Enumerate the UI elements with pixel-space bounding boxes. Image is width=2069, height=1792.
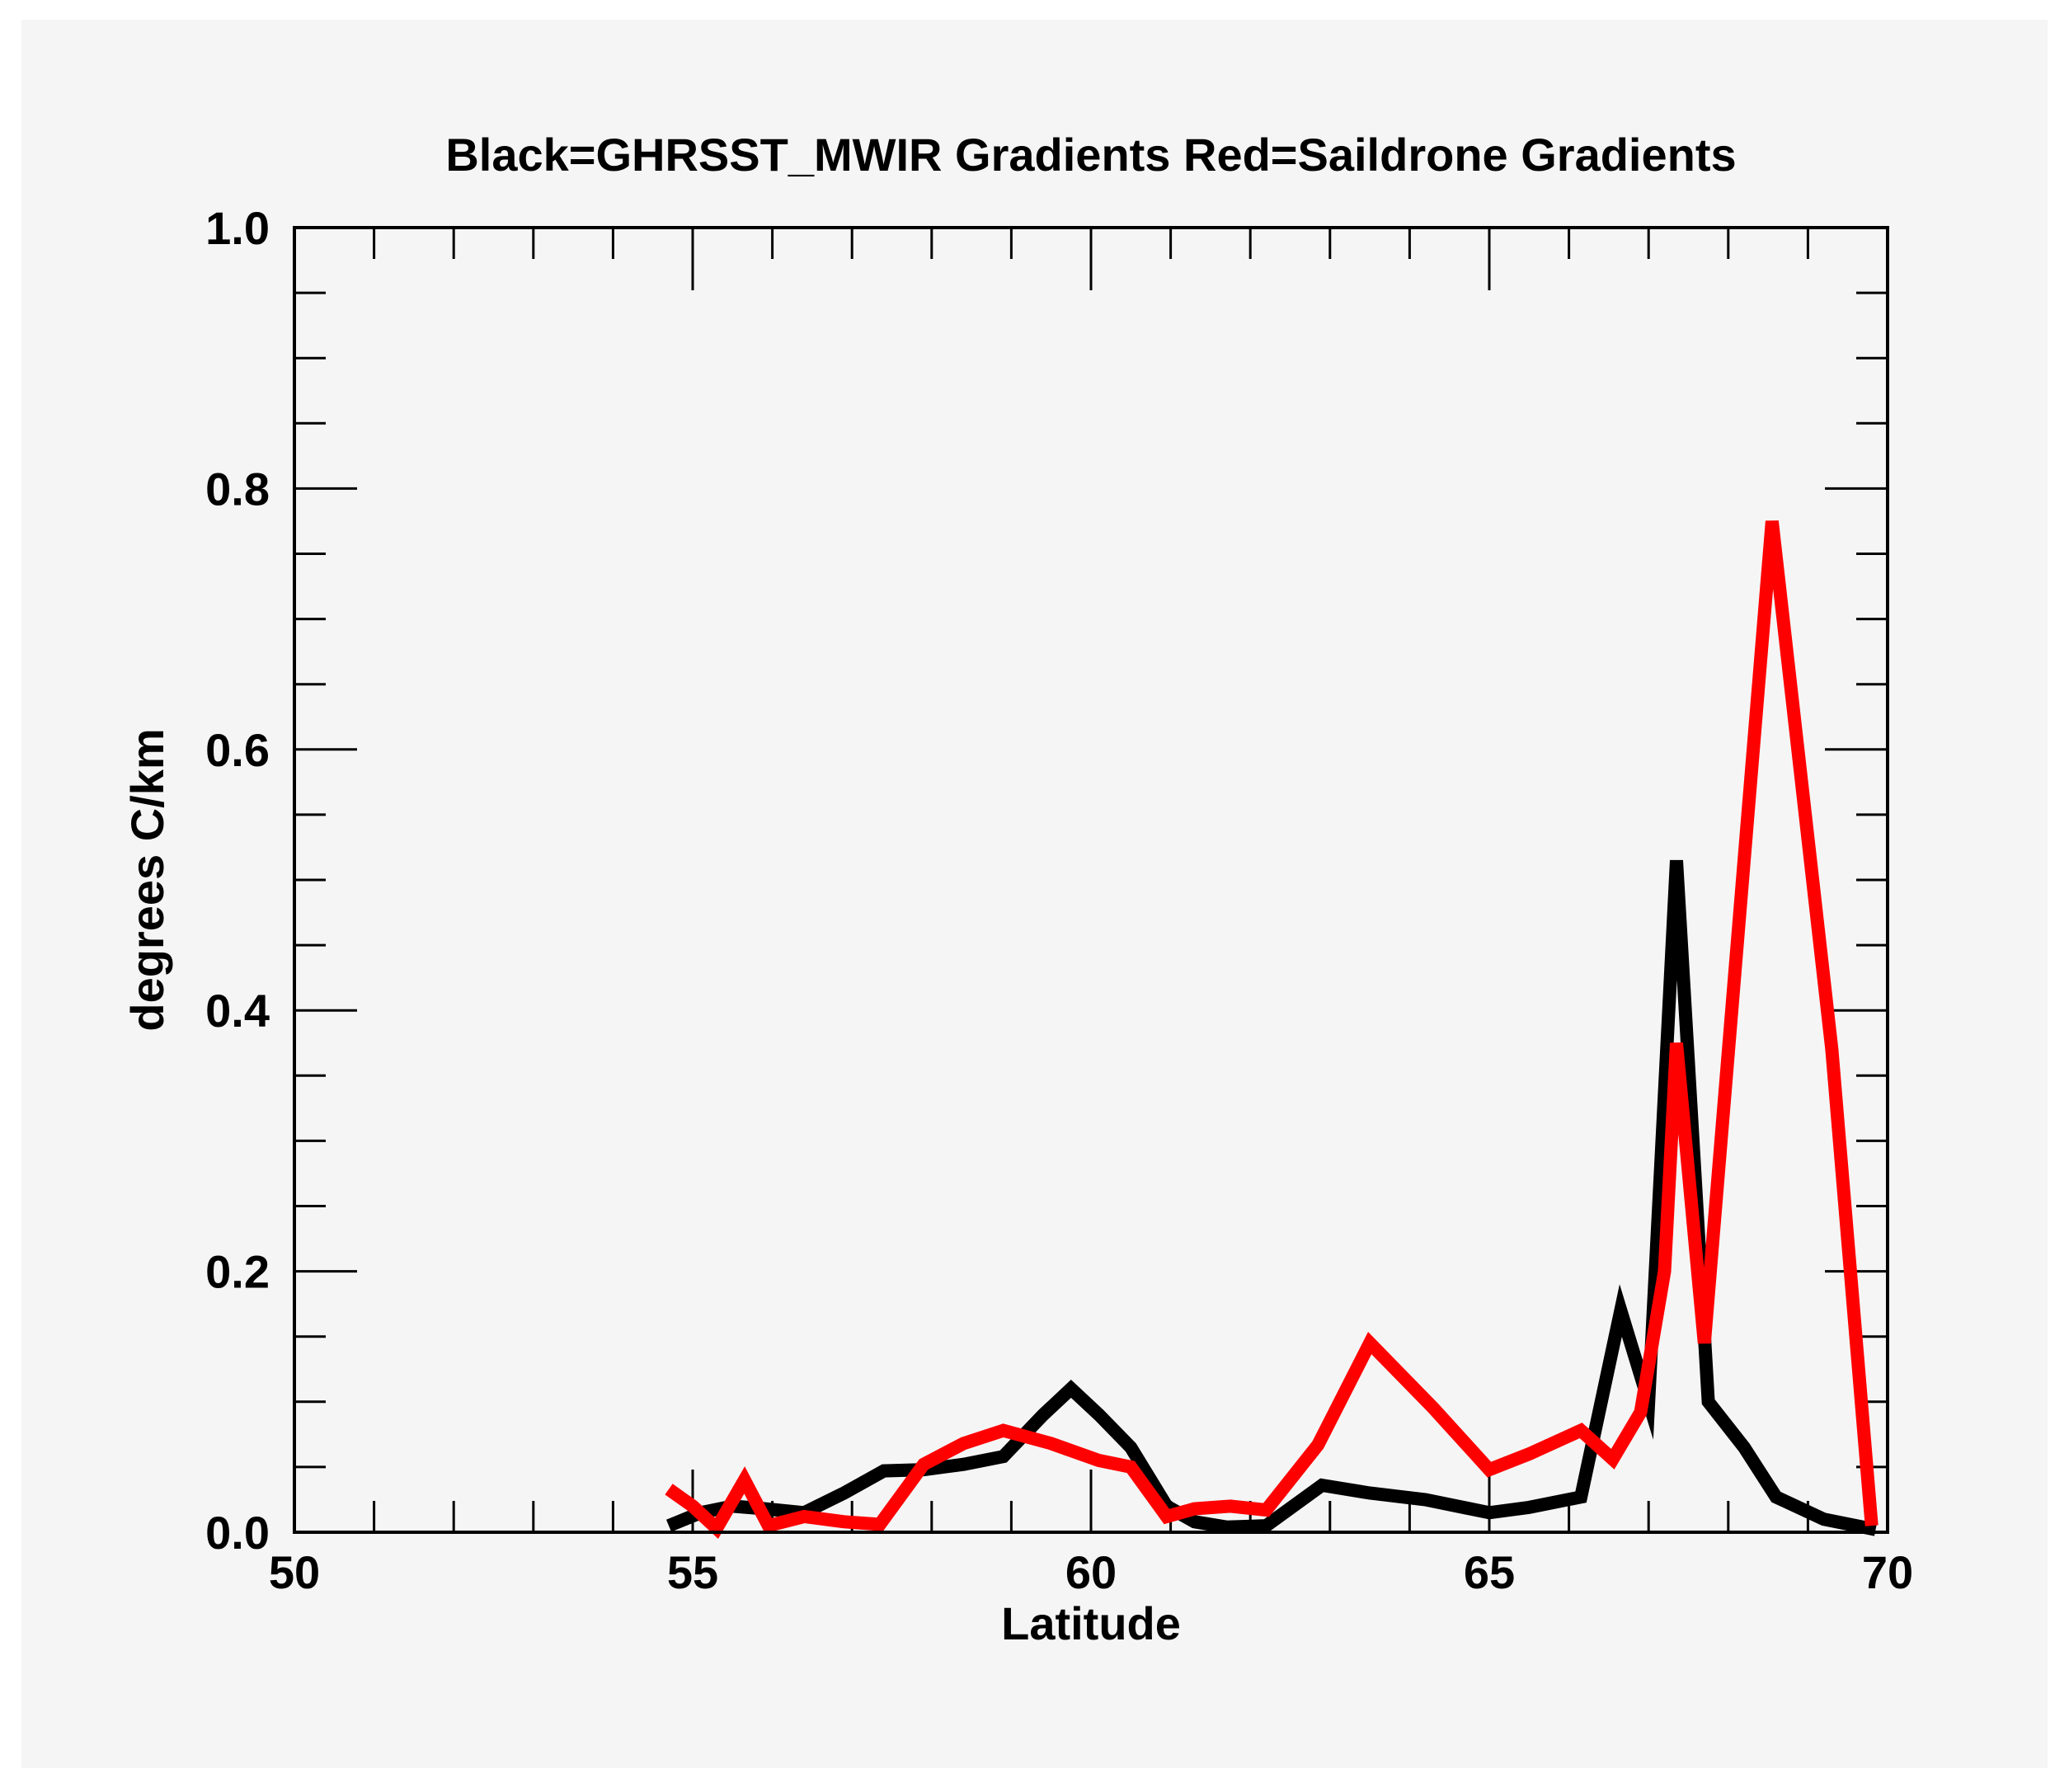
y-axis-label: degrees C/km	[121, 728, 173, 1031]
y-tick-label: 1.0	[205, 202, 270, 254]
x-tick-label: 65	[1464, 1546, 1515, 1598]
tick-labels: 50 55 60 65 70 0.0 0.2 0.4 0.6 0.8 1.0	[205, 202, 1913, 1598]
series-layer	[665, 520, 1879, 1539]
x-axis-label: Latitude	[1001, 1597, 1181, 1649]
series-line-ghrsst-mwir	[665, 859, 1878, 1536]
plot-frame	[293, 226, 1889, 1534]
figure-canvas	[21, 20, 2048, 1768]
x-tick-label: 70	[1862, 1546, 1913, 1598]
y-tick-label: 0.8	[205, 463, 270, 515]
chart-title: Black=GHRSST_MWIR Gradients Red=Saildron…	[445, 129, 1736, 181]
series-line-saildrone	[665, 520, 1879, 1539]
y-tick-label: 0.6	[205, 724, 270, 776]
x-tick-label: 50	[269, 1546, 320, 1598]
y-tick-label: 0.4	[205, 985, 270, 1037]
x-tick-label: 60	[1065, 1546, 1117, 1598]
x-tick-label: 55	[667, 1546, 718, 1598]
y-tick-label: 0.0	[205, 1507, 270, 1559]
y-tick-label: 0.2	[205, 1246, 270, 1298]
